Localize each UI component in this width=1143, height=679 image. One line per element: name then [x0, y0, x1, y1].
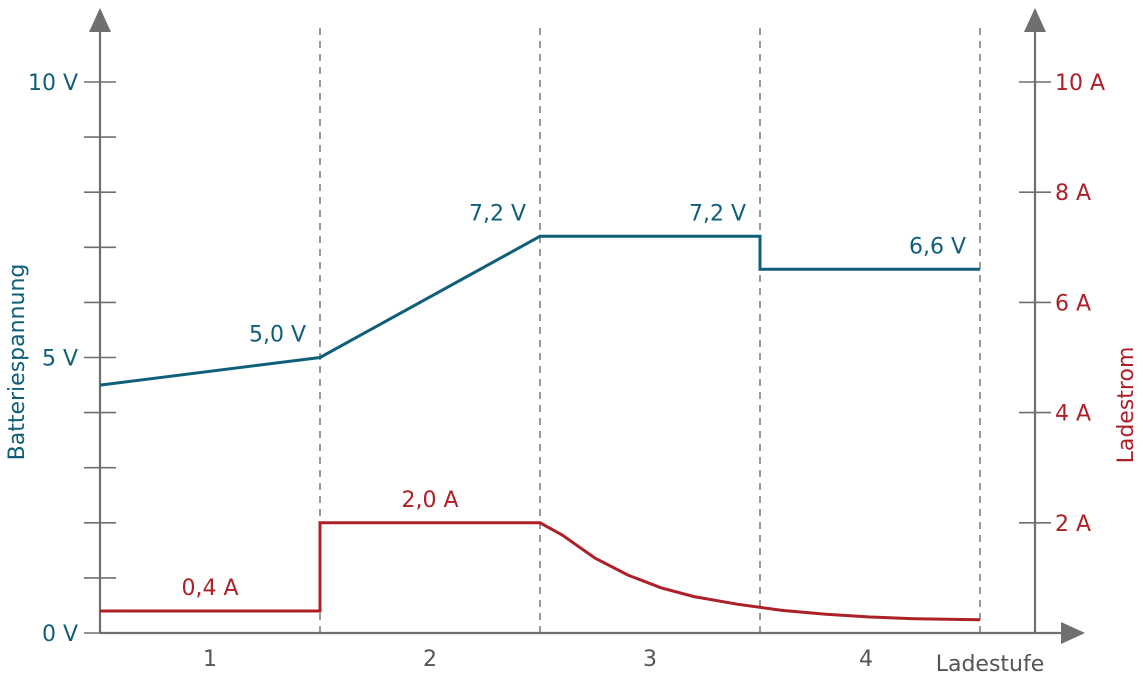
y-right-tick-label: 6 A [1055, 291, 1091, 316]
x-stage-label: 2 [423, 647, 437, 672]
y-right-tick-label: 2 A [1055, 512, 1091, 537]
x-stage-label: 4 [859, 647, 873, 672]
x-axis-arrow [1061, 622, 1085, 644]
y-right-tick-label: 10 A [1055, 71, 1105, 96]
stage-dividers [319, 28, 981, 633]
current-line [100, 521, 981, 622]
current-annotation: 0,4 A [181, 576, 238, 601]
y-right-tick-label: 8 A [1055, 181, 1091, 206]
axis-ticks [84, 81, 1051, 634]
chart-labels: 0 V 5 V 10 V 2 A 4 A 6 A 8 A 10 A Batteriespannu… [5, 71, 1139, 677]
voltage-line [99, 234, 980, 387]
voltage-annotation: 6,6 V [909, 234, 966, 259]
y-right-axis-title: Ladestrom [1114, 347, 1139, 464]
y-left-tick-label: 0 V [42, 622, 78, 647]
voltage-annotation: 7,2 V [469, 201, 526, 226]
chart-axes [89, 8, 1085, 644]
y-right-axis-arrow [1024, 8, 1046, 32]
data-series [99, 234, 981, 622]
y-right-tick-label: 4 A [1055, 402, 1091, 427]
y-left-axis-arrow [89, 8, 111, 32]
y-left-axis-title: Batteriespannung [5, 264, 30, 461]
current-annotation: 2,0 A [401, 488, 458, 513]
voltage-annotation: 5,0 V [249, 323, 306, 348]
x-stage-label: 1 [203, 647, 217, 672]
y-left-tick-label: 10 V [28, 71, 78, 96]
voltage-annotation: 7,2 V [689, 201, 746, 226]
x-stage-label: 3 [643, 647, 657, 672]
x-axis-title: Ladestufe [936, 652, 1045, 677]
y-left-tick-label: 5 V [42, 347, 78, 372]
